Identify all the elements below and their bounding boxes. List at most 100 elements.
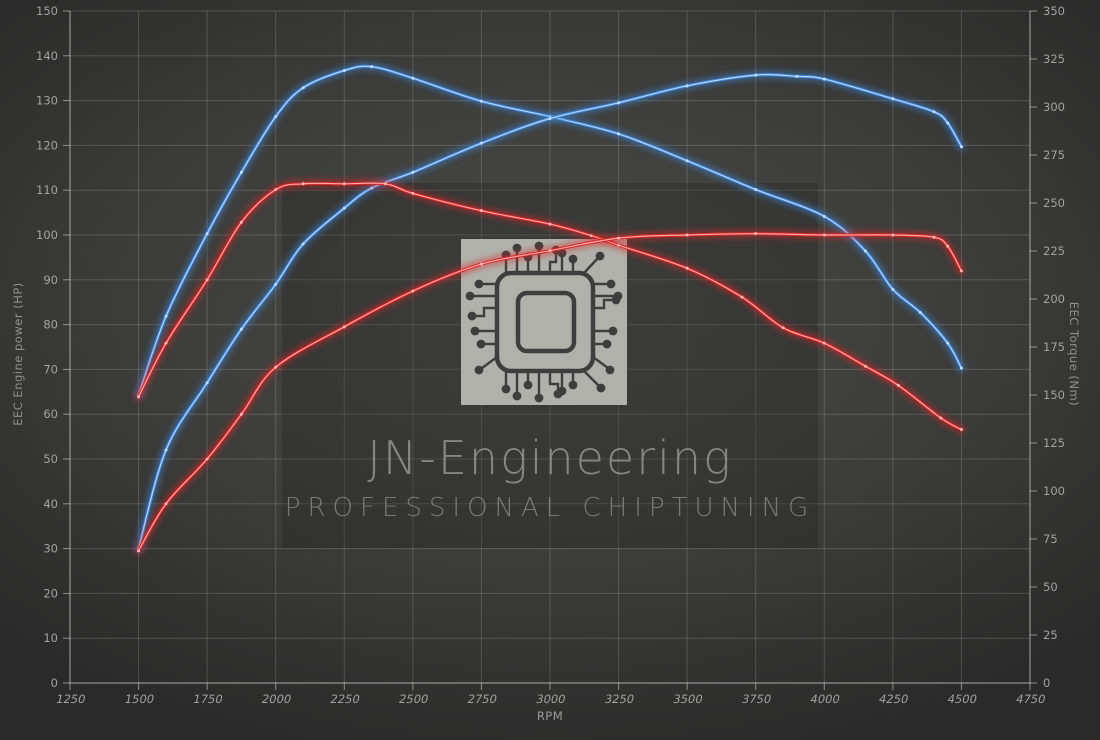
left-tick-label: 100 — [36, 228, 58, 242]
right-tick-label: 75 — [1043, 532, 1058, 546]
curve-point-power-stock — [164, 502, 168, 506]
curve-point-torque-tuned — [863, 249, 867, 253]
left-tick-label: 110 — [36, 183, 58, 197]
right-tick-label: 150 — [1043, 388, 1065, 402]
curve-point-power-stock — [239, 412, 243, 416]
y-axis-title-left: EEC Engine power (HP) — [11, 282, 25, 426]
curve-point-torque-tuned — [370, 65, 374, 69]
curve-point-torque-tuned — [822, 214, 826, 218]
curve-point-torque-stock — [164, 341, 168, 345]
curve-point-power-tuned — [205, 381, 209, 385]
x-tick-label: 3250 — [603, 692, 635, 706]
left-tick-label: 120 — [36, 138, 58, 152]
left-tick-label: 140 — [36, 49, 58, 63]
x-tick-label: 1250 — [55, 692, 87, 706]
curve-point-torque-tuned — [918, 310, 922, 314]
curve-point-torque-tuned — [959, 366, 963, 370]
left-tick-label: 90 — [43, 273, 58, 287]
curve-point-torque-tuned — [479, 99, 483, 103]
curve-point-power-tuned — [274, 282, 278, 286]
curve-point-torque-tuned — [548, 115, 552, 119]
watermark-subtitle: PROFESSIONAL CHIPTUNING — [284, 493, 816, 523]
x-tick-label: 2250 — [329, 692, 361, 706]
left-tick-label: 20 — [43, 586, 58, 600]
curve-point-power-stock — [822, 233, 826, 237]
curve-point-power-tuned — [239, 327, 243, 331]
right-tick-label: 175 — [1043, 340, 1065, 354]
right-tick-label: 125 — [1043, 436, 1065, 450]
curve-point-torque-stock — [959, 428, 963, 432]
curve-point-torque-tuned — [205, 232, 209, 236]
left-tick-label: 60 — [43, 407, 58, 421]
curve-point-power-tuned — [685, 84, 689, 88]
curve-point-power-tuned — [137, 547, 141, 551]
left-tick-label: 30 — [43, 542, 58, 556]
left-tick-label: 40 — [43, 497, 58, 511]
x-tick-label: 4500 — [946, 692, 978, 706]
left-tick-label: 50 — [43, 452, 58, 466]
curve-point-torque-tuned — [239, 170, 243, 174]
left-tick-label: 130 — [36, 94, 58, 108]
x-tick-label: 4250 — [878, 692, 910, 706]
right-tick-label: 200 — [1043, 292, 1065, 306]
watermark-panel: JN-Engineering PROFESSIONAL CHIPTUNING — [282, 183, 818, 548]
curve-point-torque-tuned — [411, 76, 415, 80]
curve-point-torque-stock — [896, 383, 900, 387]
x-tick-label: 4750 — [1015, 692, 1047, 706]
right-tick-label: 350 — [1043, 4, 1065, 18]
curve-point-power-tuned — [822, 77, 826, 81]
left-tick-label: 80 — [43, 318, 58, 332]
x-tick-label: 1500 — [123, 692, 155, 706]
right-tick-label: 325 — [1043, 52, 1065, 66]
curve-point-torque-tuned — [164, 314, 168, 318]
curve-point-torque-tuned — [274, 115, 278, 119]
curve-point-power-tuned — [548, 117, 552, 121]
right-tick-label: 50 — [1043, 580, 1058, 594]
curve-point-power-tuned — [617, 101, 621, 105]
curve-point-power-stock — [137, 549, 141, 553]
curve-point-power-tuned — [932, 110, 936, 114]
curve-point-power-stock — [959, 269, 963, 273]
x-axis-title: RPM — [536, 709, 564, 723]
curve-point-torque-stock — [239, 220, 243, 224]
right-tick-label: 25 — [1043, 628, 1058, 642]
curve-point-power-tuned — [891, 97, 895, 101]
curve-point-power-stock — [891, 233, 895, 237]
curve-point-torque-tuned — [685, 159, 689, 163]
curve-point-torque-stock — [822, 341, 826, 345]
curve-point-power-tuned — [754, 73, 758, 77]
right-tick-label: 275 — [1043, 148, 1065, 162]
left-tick-label: 150 — [36, 4, 58, 18]
curve-point-power-tuned — [795, 74, 799, 78]
curve-point-power-stock — [946, 244, 950, 248]
curve-point-torque-tuned — [301, 86, 305, 90]
curve-point-power-stock — [205, 457, 209, 461]
watermark-title: JN-Engineering — [367, 431, 733, 485]
x-tick-label: 4000 — [809, 692, 841, 706]
right-tick-label: 250 — [1043, 196, 1065, 210]
right-tick-label: 0 — [1043, 676, 1050, 690]
curve-point-power-tuned — [946, 121, 950, 125]
chip-icon — [461, 239, 627, 405]
curve-point-torque-tuned — [946, 341, 950, 345]
x-tick-label: 1750 — [192, 692, 224, 706]
curve-point-torque-stock — [863, 364, 867, 368]
x-tick-label: 2500 — [398, 692, 430, 706]
x-tick-label: 2750 — [466, 692, 498, 706]
curve-point-power-tuned — [411, 170, 415, 174]
x-tick-label: 3500 — [672, 692, 704, 706]
curve-point-power-tuned — [959, 145, 963, 149]
curve-point-torque-stock — [274, 188, 278, 192]
curve-point-torque-stock — [939, 416, 943, 420]
curve-point-torque-tuned — [342, 69, 346, 73]
left-tick-label: 10 — [43, 631, 58, 645]
curve-point-torque-stock — [205, 278, 209, 282]
curve-point-power-stock — [932, 235, 936, 239]
x-tick-label: 3750 — [740, 692, 772, 706]
x-tick-label: 3000 — [535, 692, 567, 706]
x-tick-label: 2000 — [260, 692, 292, 706]
curve-point-torque-tuned — [891, 287, 895, 291]
y-axis-title-right: EEC Torque (Nm) — [1067, 301, 1081, 407]
curve-point-torque-tuned — [617, 132, 621, 136]
curve-point-power-stock — [274, 365, 278, 369]
